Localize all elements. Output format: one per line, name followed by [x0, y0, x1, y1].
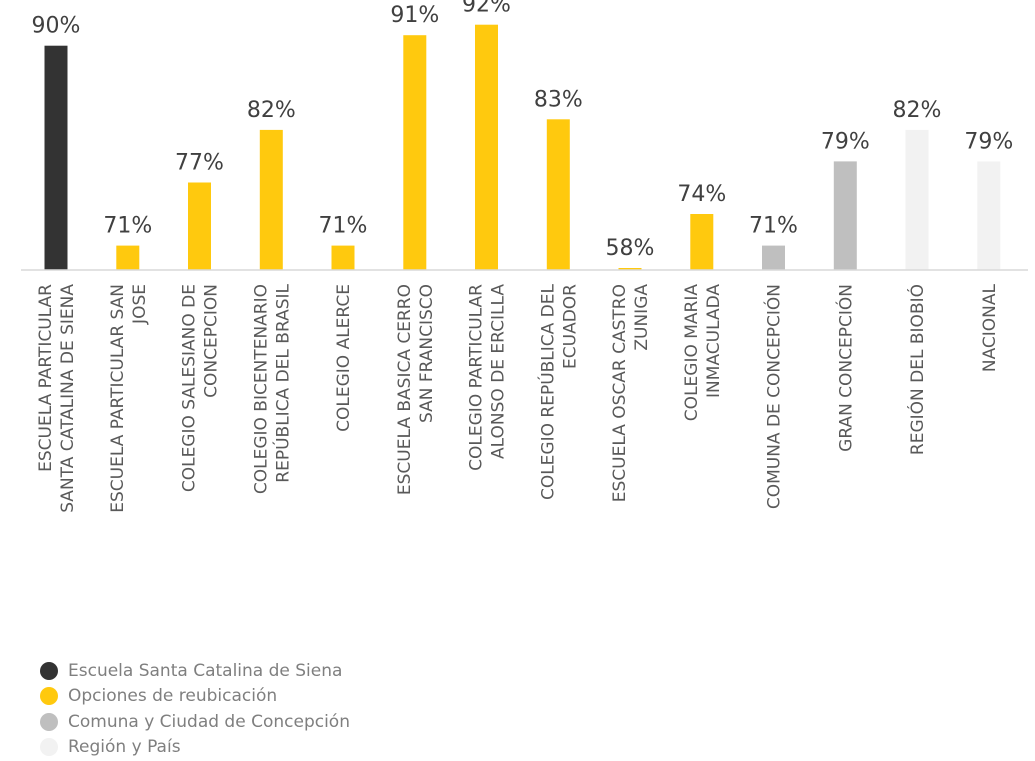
legend-label: Comuna y Ciudad de Concepción	[68, 711, 350, 732]
data-label: 79%	[821, 129, 870, 154]
bar	[259, 129, 283, 270]
legend: Escuela Santa Catalina de Siena Opciones…	[40, 658, 350, 760]
category-label: COLEGIO SALESIANO DE CONCEPCION	[180, 284, 222, 492]
category-label-line: CONCEPCION	[202, 284, 222, 398]
legend-swatch	[40, 661, 58, 680]
bar	[188, 182, 211, 270]
category-label-line: ESCUELA OSCAR CASTRO	[610, 284, 630, 502]
category-label-line: ESCUELA BASICA CERRO	[395, 284, 415, 495]
legend-swatch	[40, 687, 58, 706]
bar	[116, 245, 140, 270]
category-label-line: REPÚBLICA DEL BRASIL	[271, 283, 293, 482]
category-label: COLEGIO ALERCE	[334, 284, 354, 432]
category-label: COLEGIO REPÚBLICA DEL ECUADOR	[536, 283, 580, 500]
category-label-line: COLEGIO MARIA	[682, 284, 702, 422]
category-label: GRAN CONCEPCIÓN	[834, 284, 856, 452]
category-label-line: COLEGIO REPÚBLICA DEL	[536, 283, 558, 500]
category-label-line: NACIONAL	[980, 283, 1000, 372]
legend-item: Escuela Santa Catalina de Siena	[40, 658, 350, 684]
data-label: 71%	[319, 214, 368, 239]
category-label: REGIÓN DEL BIOBIÓ	[906, 284, 928, 455]
category-label-line: SAN FRANCISCO	[417, 284, 437, 423]
legend-item: Región y País	[40, 735, 350, 761]
data-label: 77%	[175, 151, 224, 176]
category-label-line: ZUNIGA	[632, 284, 652, 351]
legend-label: Región y País	[68, 737, 181, 758]
data-label: 71%	[749, 214, 798, 239]
category-label-line: SANTA CATALINA DE SIENA	[58, 284, 78, 513]
legend-swatch	[40, 738, 58, 757]
category-label-line: JOSE	[130, 284, 150, 325]
bar	[833, 161, 857, 270]
bar	[44, 45, 68, 271]
category-label: COLEGIO MARIA INMACULADA	[682, 284, 724, 422]
category-label: COLEGIO BICENTENARIO REPÚBLICA DEL BRASIL	[251, 283, 293, 494]
category-label-line: ECUADOR	[560, 284, 580, 369]
data-label: 83%	[534, 87, 583, 112]
category-label: COMUNA DE CONCEPCIÓN	[763, 284, 785, 509]
data-label: 92%	[462, 0, 511, 18]
bar	[977, 161, 1001, 270]
data-label: 79%	[964, 129, 1013, 154]
category-labels-layer: ESCUELA PARTICULAR SANTA CATALINA DE SIEN…	[36, 283, 1000, 512]
category-label: ESCUELA BASICA CERRO SAN FRANCISCO	[395, 284, 437, 495]
category-label-line: COLEGIO PARTICULAR	[467, 284, 487, 471]
data-label: 71%	[103, 214, 152, 239]
bar	[618, 268, 642, 270]
category-label-line: COLEGIO ALERCE	[334, 284, 354, 432]
category-label-line: ESCUELA PARTICULAR SAN	[108, 284, 128, 513]
value-labels-layer: 90% 71% 77% 82% 71% 91% 92% 83% 58% 74% 71% 79% 82% 7…	[32, 0, 1014, 261]
data-label: 82%	[893, 98, 942, 123]
data-label: 74%	[677, 182, 726, 207]
category-label-line: ALONSO DE ERCILLA	[489, 284, 509, 459]
legend-label: Escuela Santa Catalina de Siena	[68, 660, 343, 681]
category-label-line: ESCUELA PARTICULAR	[36, 284, 56, 472]
category-label-line: COLEGIO BICENTENARIO	[251, 284, 271, 494]
legend-item: Comuna y Ciudad de Concepción	[40, 709, 350, 735]
category-label-line: COMUNA DE CONCEPCIÓN	[763, 284, 785, 509]
bar	[475, 24, 498, 271]
category-label: NACIONAL	[980, 283, 1000, 372]
category-label-line: INMACULADA	[704, 284, 724, 398]
legend-swatch	[40, 712, 58, 731]
data-label: 82%	[247, 98, 296, 123]
category-label-line: COLEGIO SALESIANO DE	[180, 284, 200, 492]
legend-item: Opciones de reubicación	[40, 684, 350, 710]
bar	[546, 119, 570, 270]
bars-layer	[44, 24, 1001, 271]
data-label: 91%	[390, 3, 439, 28]
legend-label: Opciones de reubicación	[68, 686, 278, 707]
data-label: 90%	[32, 14, 81, 39]
category-label-line: GRAN CONCEPCIÓN	[834, 284, 856, 452]
bar	[762, 245, 785, 270]
bar	[690, 214, 714, 270]
bar	[331, 245, 355, 270]
category-label: ESCUELA PARTICULAR SANTA CATALINA DE SIEN…	[36, 284, 78, 513]
category-label: ESCUELA OSCAR CASTRO ZUNIGA	[610, 284, 652, 503]
bar	[905, 129, 929, 270]
data-label: 58%	[606, 236, 655, 261]
category-label: COLEGIO PARTICULAR ALONSO DE ERCILLA	[467, 284, 509, 471]
category-label-line: REGIÓN DEL BIOBIÓ	[906, 284, 928, 455]
bar	[403, 35, 427, 271]
category-label: ESCUELA PARTICULAR SAN JOSE	[108, 284, 150, 513]
